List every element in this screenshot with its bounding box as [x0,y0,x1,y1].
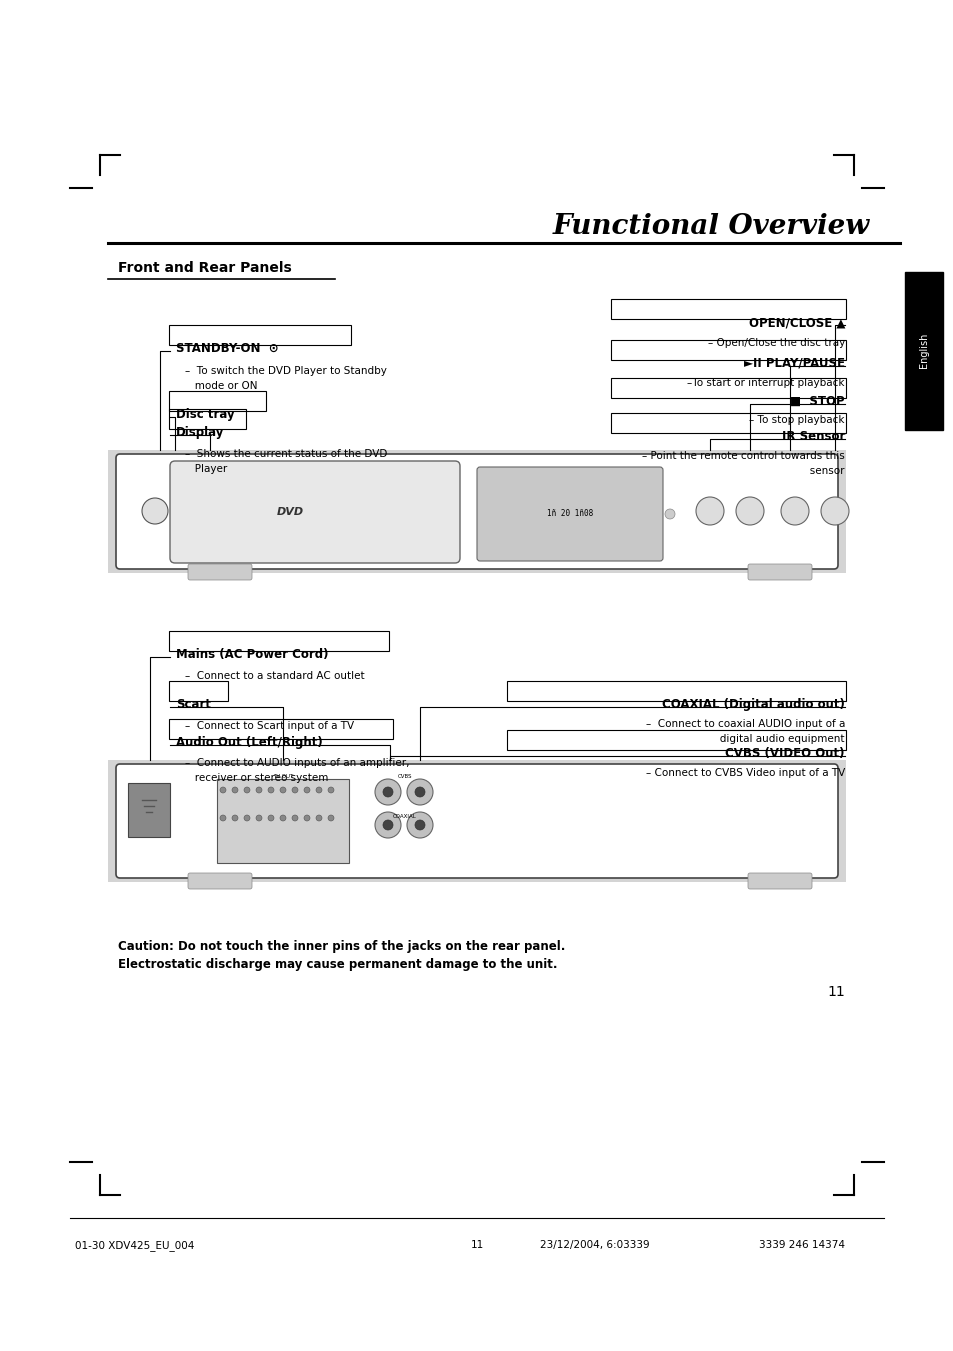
Text: ■  STOP: ■ STOP [789,394,844,408]
Circle shape [268,815,274,821]
Text: Front and Rear Panels: Front and Rear Panels [118,261,292,276]
Bar [108,761,845,882]
Circle shape [821,497,848,526]
FancyBboxPatch shape [216,780,349,863]
Text: Player: Player [185,463,227,474]
Text: CVBS: CVBS [397,774,412,780]
Text: –  Connect to coaxial AUDIO input of a: – Connect to coaxial AUDIO input of a [645,719,844,730]
Circle shape [280,815,286,821]
Text: 23/12/2004, 6:03339: 23/12/2004, 6:03339 [539,1240,649,1250]
Text: 01-30 XDV425_EU_004: 01-30 XDV425_EU_004 [75,1240,194,1251]
Circle shape [220,815,226,821]
Text: IR Sensor: IR Sensor [781,430,844,443]
Text: Display: Display [175,426,224,439]
Circle shape [292,788,297,793]
Circle shape [315,788,322,793]
Text: – Open/Close the disc tray: – Open/Close the disc tray [707,338,844,349]
Text: Electrostatic discharge may cause permanent damage to the unit.: Electrostatic discharge may cause perman… [118,958,557,971]
Circle shape [375,812,400,838]
Text: –  Connect to AUDIO inputs of an amplifier,: – Connect to AUDIO inputs of an amplifie… [185,758,409,767]
Text: Caution: Do not touch the inner pins of the jacks on the rear panel.: Caution: Do not touch the inner pins of … [118,940,565,952]
Text: –  Connect to a standard AC outlet: – Connect to a standard AC outlet [185,671,364,681]
FancyBboxPatch shape [128,784,170,838]
FancyBboxPatch shape [188,873,252,889]
Circle shape [232,815,237,821]
Circle shape [407,812,433,838]
Circle shape [142,499,168,524]
Text: – To stop playback: – To stop playback [749,415,844,426]
Circle shape [255,815,262,821]
Text: Mains (AC Power Cord): Mains (AC Power Cord) [175,648,328,661]
Text: 3339 246 14374: 3339 246 14374 [759,1240,844,1250]
Circle shape [292,815,297,821]
Circle shape [268,788,274,793]
Text: English: English [918,332,928,367]
Text: CVBS (VIDEO Out): CVBS (VIDEO Out) [724,747,844,761]
FancyBboxPatch shape [747,563,811,580]
Text: 11: 11 [826,985,844,998]
Text: OPEN/CLOSE ▲: OPEN/CLOSE ▲ [748,316,844,330]
Circle shape [382,820,393,830]
Text: –  Shows the current status of the DVD: – Shows the current status of the DVD [185,449,387,459]
Text: Functional Overview: Functional Overview [553,213,869,240]
FancyBboxPatch shape [170,461,459,563]
Circle shape [407,780,433,805]
Text: – Connect to CVBS Video input of a TV: – Connect to CVBS Video input of a TV [645,767,844,778]
FancyBboxPatch shape [476,467,662,561]
Circle shape [315,815,322,821]
Text: Scart: Scart [175,698,211,711]
Circle shape [304,815,310,821]
Text: COAXIAL (Digital audio out): COAXIAL (Digital audio out) [661,698,844,711]
Circle shape [664,509,675,519]
Bar [904,272,942,430]
Circle shape [328,788,334,793]
Text: ►II PLAY/PAUSE: ►II PLAY/PAUSE [743,357,844,370]
Circle shape [781,497,808,526]
Text: STANDBY-ON  ⊙: STANDBY-ON ⊙ [175,342,278,355]
Text: 1ñ 20 1ñ08: 1ñ 20 1ñ08 [546,509,593,519]
Text: digital audio equipment: digital audio equipment [645,734,844,744]
Circle shape [255,788,262,793]
Text: –  Connect to Scart input of a TV: – Connect to Scart input of a TV [185,721,354,731]
Text: COAXIAL: COAXIAL [393,815,416,819]
Text: mode or ON: mode or ON [185,381,257,390]
Text: Audio Out (Left/Right): Audio Out (Left/Right) [175,736,322,748]
Text: DVD: DVD [276,507,303,517]
Circle shape [415,820,424,830]
Circle shape [244,815,250,821]
Circle shape [382,788,393,797]
Circle shape [244,788,250,793]
FancyBboxPatch shape [116,765,837,878]
Text: –To start or interrupt playback: –To start or interrupt playback [687,378,844,388]
Circle shape [232,788,237,793]
FancyBboxPatch shape [747,873,811,889]
Text: receiver or stereo system: receiver or stereo system [185,773,328,784]
FancyBboxPatch shape [116,454,837,569]
Text: 11: 11 [470,1240,483,1250]
Circle shape [280,788,286,793]
Bar [108,450,845,573]
Circle shape [375,780,400,805]
Text: sensor: sensor [696,466,844,476]
Text: TV OUT: TV OUT [273,774,293,780]
Circle shape [304,788,310,793]
Circle shape [696,497,723,526]
Text: –  To switch the DVD Player to Standby: – To switch the DVD Player to Standby [185,366,387,376]
Circle shape [328,815,334,821]
Circle shape [735,497,763,526]
FancyBboxPatch shape [188,563,252,580]
Text: – Point the remote control towards this: – Point the remote control towards this [641,451,844,461]
Text: Disc tray: Disc tray [175,408,234,422]
Circle shape [415,788,424,797]
Circle shape [220,788,226,793]
